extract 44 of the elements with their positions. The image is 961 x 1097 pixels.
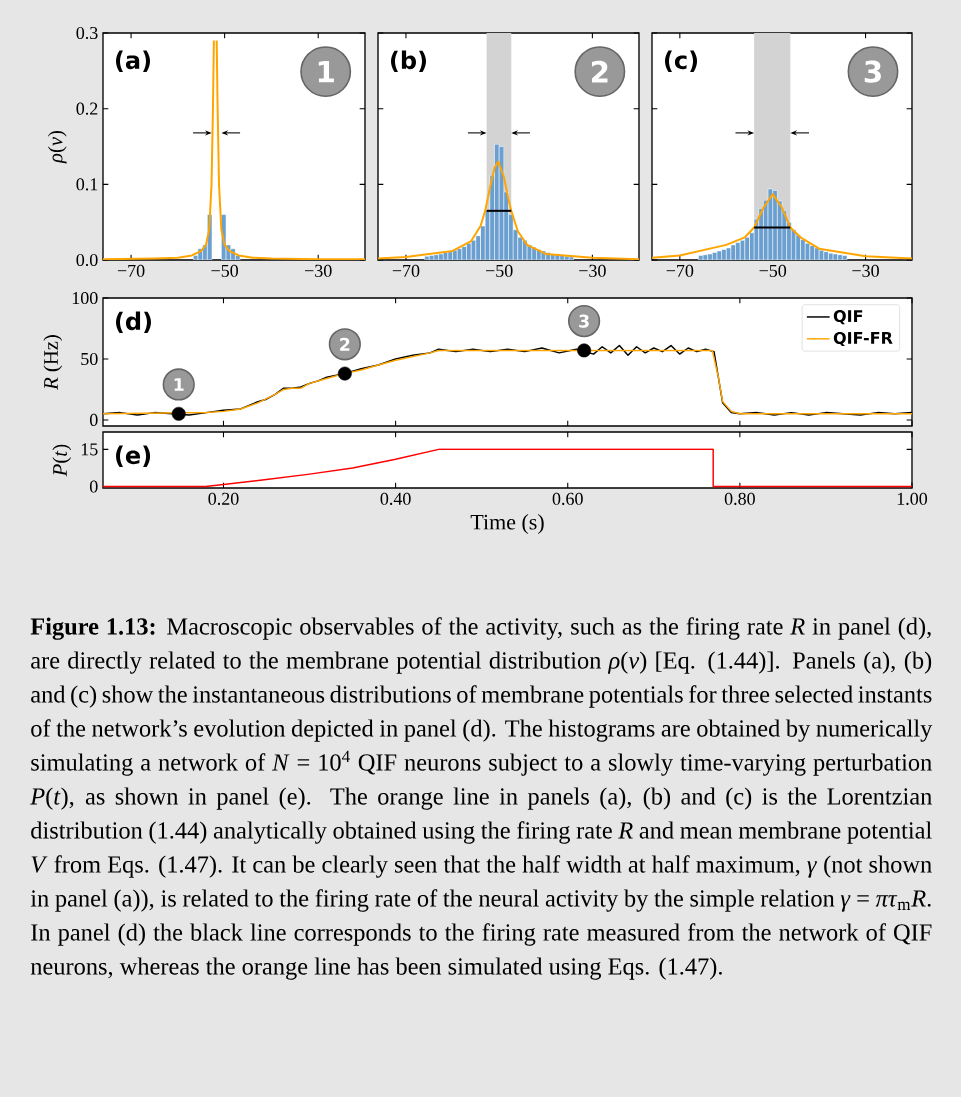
annotation: (a) bbox=[116, 50, 151, 72]
x-axis-title: Time (s) bbox=[470, 514, 544, 535]
annotation: 1 bbox=[174, 378, 184, 391]
y-tick-label: 0 bbox=[89, 413, 98, 426]
x-tick-label: −50 bbox=[759, 264, 787, 277]
x-tick-label: 0.20 bbox=[208, 492, 239, 505]
point bbox=[171, 406, 186, 421]
annotation: 3 bbox=[864, 60, 881, 83]
annotation: (e) bbox=[116, 445, 151, 467]
y-tick-label: 100 bbox=[72, 291, 98, 305]
y-tick-label: 0 bbox=[89, 480, 98, 493]
legend-label: QIF bbox=[833, 310, 863, 325]
annotation: 3 bbox=[579, 314, 589, 328]
annotation: 1 bbox=[318, 60, 334, 83]
x-tick-label: 0.60 bbox=[552, 492, 583, 505]
y-axis-title: R (Hz) bbox=[43, 335, 63, 390]
point bbox=[577, 343, 592, 358]
y-tick-label: 15 bbox=[81, 443, 98, 456]
x-tick-label: −30 bbox=[305, 264, 332, 277]
y-tick-label: 0.1 bbox=[76, 178, 98, 191]
x-tick-label: 1.00 bbox=[897, 492, 928, 505]
annotation: (b) bbox=[391, 50, 426, 73]
x-tick-label: −30 bbox=[852, 264, 879, 277]
x-tick-label: −30 bbox=[579, 264, 606, 277]
legend-label: QIF-FR bbox=[833, 331, 893, 347]
x-tick-label: −50 bbox=[211, 264, 239, 277]
y-tick-label: 50 bbox=[81, 352, 98, 366]
y-tick-label: 0.3 bbox=[76, 26, 98, 40]
y-axis-title: P(t) bbox=[52, 444, 72, 477]
x-tick-label: −70 bbox=[392, 264, 420, 277]
x-tick-label: −70 bbox=[666, 264, 694, 277]
x-tick-label: −70 bbox=[117, 264, 145, 277]
x-tick-label: −50 bbox=[486, 264, 513, 277]
y-tick-label: 0.0 bbox=[76, 253, 98, 267]
text: Figure 1.13: Macroscopic observables of the activity, such as the firing rate R in panel (d), are directly related to the membrane potential distribution ρ(v) [Eq. (1.44)]. Panels (a), (b) and (c) show the instantaneous distributions of membrane potentials for three selected instants of the network’s evolution depicted in panel (d). The histograms are obtained by numerically simulating a network of N = 10$^{4}$ QIF neurons subject to a slowly time-varying perturbation P(t), as shown in panel (e). The orange line in panels (a), (b) and (c) is the Lorentzian distribution (1.44) analytically obtained using the firing rate R and mean membrane potential V from Eqs. (1.47). It can be clearly seen that the half width at half maximum, γ (not shown in panel (a)), is related to the firing rate of the neural activity by the simple relation γ = πτ$_{m}$R. In panel (d) the black line corresponds to the firing rate measured from the network of QIF neurons, whereas the orange line has been simulated using Eqs. (1.47). bbox=[30, 617, 933, 980]
annotation: (d) bbox=[116, 311, 151, 333]
y-axis-title: ρ(v) bbox=[47, 130, 67, 164]
annotation: 2 bbox=[340, 337, 350, 351]
annotation: (c) bbox=[665, 50, 698, 72]
x-tick-label: 0.40 bbox=[380, 492, 411, 505]
annotation: 2 bbox=[591, 60, 608, 83]
x-tick-label: 0.80 bbox=[724, 492, 755, 505]
point bbox=[337, 366, 352, 381]
y-tick-label: 0.2 bbox=[76, 102, 98, 115]
